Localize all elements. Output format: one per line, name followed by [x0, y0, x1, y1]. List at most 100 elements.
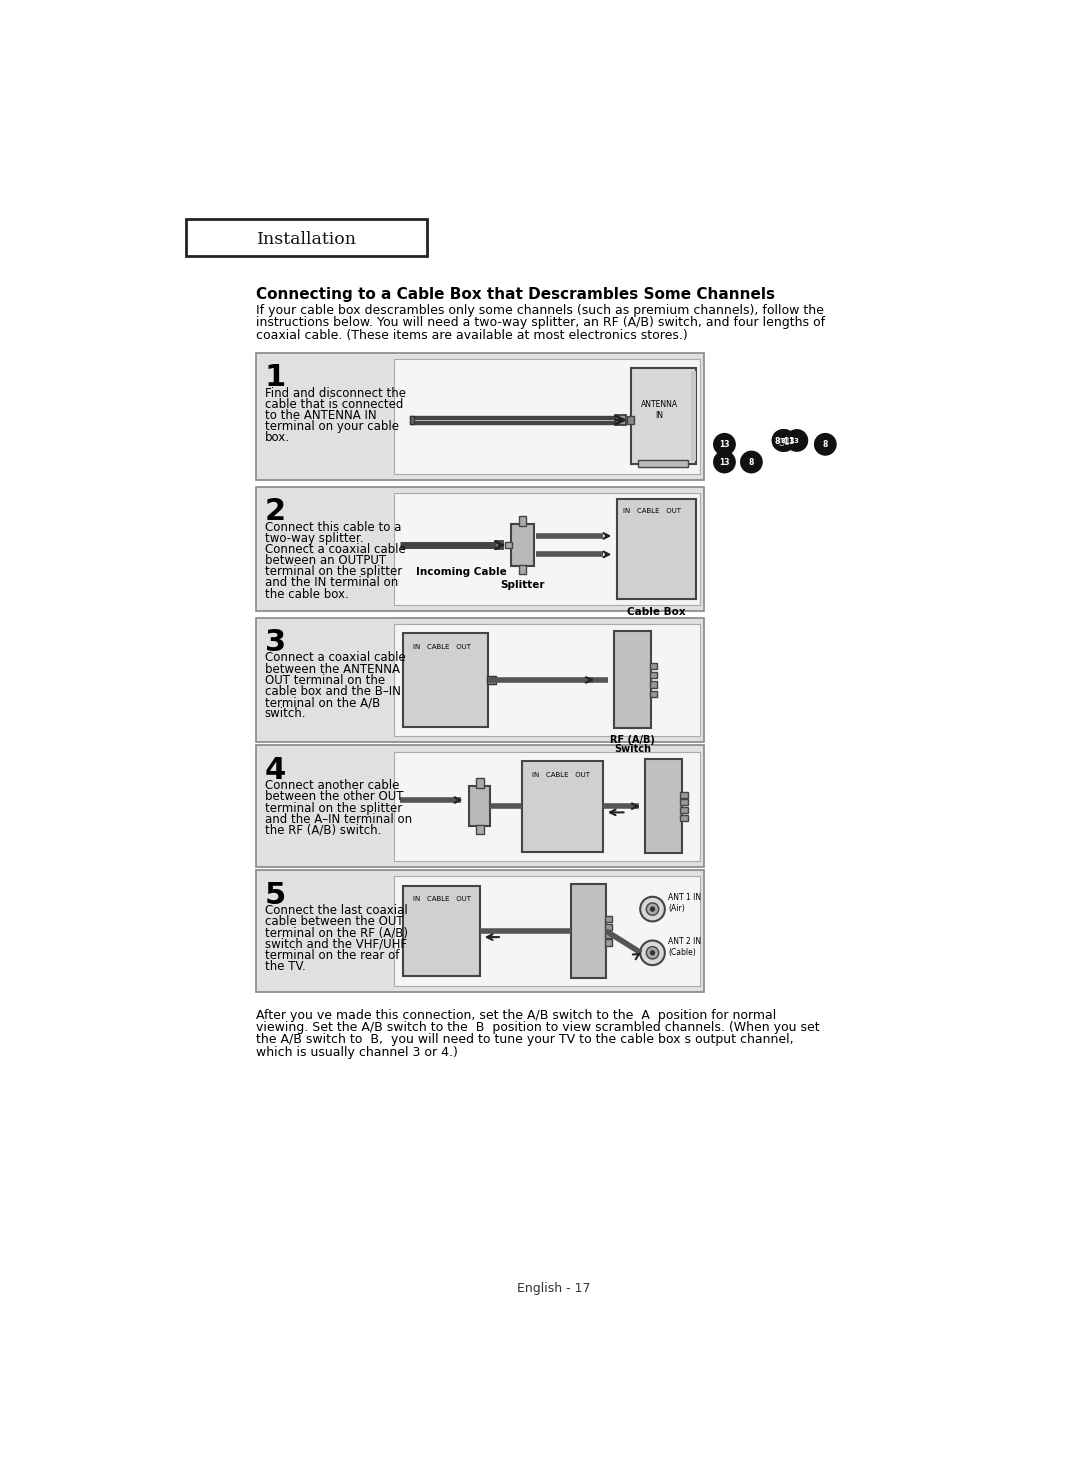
Text: the RF (A/B) switch.: the RF (A/B) switch.: [265, 824, 381, 837]
Bar: [186, 220, 428, 257]
Text: cable between the OUT: cable between the OUT: [265, 915, 403, 928]
Bar: [469, 787, 490, 827]
Bar: [403, 886, 481, 977]
Text: switch and the VHF/UHF: switch and the VHF/UHF: [265, 937, 407, 951]
Bar: [616, 415, 626, 425]
Text: cable that is connected: cable that is connected: [265, 397, 403, 410]
Bar: [680, 807, 688, 813]
Text: ANT 2 IN
(Cable): ANT 2 IN (Cable): [667, 937, 701, 956]
Bar: [631, 368, 696, 465]
Text: terminal on the RF (A/B): terminal on the RF (A/B): [265, 927, 408, 939]
Text: After you ve made this connection, set the A/B switch to the  A  position for no: After you ve made this connection, set t…: [256, 1008, 775, 1021]
Text: English - 17: English - 17: [516, 1283, 591, 1294]
Circle shape: [640, 940, 665, 965]
Circle shape: [741, 452, 761, 472]
Bar: [409, 416, 414, 424]
Text: box.: box.: [265, 431, 289, 444]
Bar: [256, 617, 704, 742]
Bar: [571, 884, 606, 979]
Bar: [256, 871, 704, 992]
Circle shape: [773, 431, 793, 450]
Bar: [605, 917, 612, 922]
Text: Connect a coaxial cable: Connect a coaxial cable: [265, 543, 405, 556]
Bar: [518, 565, 526, 574]
Bar: [691, 370, 696, 461]
Text: 13: 13: [719, 440, 730, 449]
Text: IN   CABLE   OUT: IN CABLE OUT: [623, 508, 681, 514]
Bar: [650, 691, 658, 697]
Bar: [605, 924, 612, 930]
Circle shape: [715, 434, 734, 455]
Text: 8: 8: [823, 440, 828, 449]
Text: Connect the last coaxial: Connect the last coaxial: [265, 903, 407, 917]
Text: switch.: switch.: [265, 707, 307, 720]
Bar: [394, 493, 700, 605]
Circle shape: [715, 452, 734, 472]
Circle shape: [646, 903, 659, 915]
Text: instructions below. You will need a two-way splitter, an RF (A/B) switch, and fo: instructions below. You will need a two-…: [256, 316, 825, 329]
Bar: [680, 791, 688, 797]
Text: which is usually channel 3 or 4.): which is usually channel 3 or 4.): [256, 1045, 458, 1058]
Text: 8⃽13: 8⃽13: [774, 435, 795, 444]
Text: and the IN terminal on: and the IN terminal on: [265, 576, 399, 589]
Bar: [523, 760, 604, 852]
Text: coaxial cable. (These items are available at most electronics stores.): coaxial cable. (These items are availabl…: [256, 329, 687, 342]
Bar: [680, 800, 688, 806]
Text: Connect a coaxial cable: Connect a coaxial cable: [265, 651, 405, 664]
Text: IN   CABLE   OUT: IN CABLE OUT: [531, 772, 590, 778]
Bar: [680, 815, 688, 821]
Bar: [618, 499, 696, 599]
Bar: [615, 632, 651, 729]
Text: terminal on the splitter: terminal on the splitter: [265, 565, 402, 579]
Text: viewing. Set the A/B switch to the  B  position to view scrambled channels. (Whe: viewing. Set the A/B switch to the B pos…: [256, 1021, 819, 1035]
Text: ANT 1 IN
(Air): ANT 1 IN (Air): [667, 893, 701, 914]
Circle shape: [640, 897, 665, 921]
Text: 8: 8: [748, 458, 754, 466]
Bar: [626, 416, 634, 424]
Text: Splitter: Splitter: [500, 580, 544, 590]
Bar: [605, 931, 612, 937]
Text: 13: 13: [719, 458, 730, 466]
Bar: [504, 542, 513, 548]
Text: OUT terminal on the: OUT terminal on the: [265, 673, 384, 686]
Bar: [650, 672, 658, 679]
Bar: [256, 487, 704, 611]
Text: terminal on the splitter: terminal on the splitter: [265, 801, 402, 815]
Text: two-way splitter.: two-way splitter.: [265, 531, 363, 545]
Bar: [605, 939, 612, 946]
Text: Connecting to a Cable Box that Descrambles Some Channels: Connecting to a Cable Box that Descrambl…: [256, 288, 774, 303]
Text: the TV.: the TV.: [265, 959, 306, 973]
Bar: [486, 676, 496, 683]
Text: terminal on your cable: terminal on your cable: [265, 421, 399, 432]
Circle shape: [650, 906, 654, 911]
Circle shape: [787, 431, 807, 450]
Circle shape: [650, 951, 654, 955]
Bar: [256, 745, 704, 866]
Text: the cable box.: the cable box.: [265, 587, 349, 601]
Circle shape: [815, 434, 835, 455]
Text: between the other OUT: between the other OUT: [265, 791, 403, 803]
Bar: [511, 524, 534, 567]
Text: RF (A/B): RF (A/B): [610, 735, 656, 744]
Text: Find and disconnect the: Find and disconnect the: [265, 387, 406, 400]
Bar: [650, 663, 658, 669]
Text: and the A–IN terminal on: and the A–IN terminal on: [265, 813, 411, 825]
Text: between an OUTPUT: between an OUTPUT: [265, 554, 386, 567]
Text: cable box and the B–IN: cable box and the B–IN: [265, 685, 401, 698]
Text: 8⃽13: 8⃽13: [781, 437, 799, 444]
Bar: [495, 542, 502, 549]
Text: IN   CABLE   OUT: IN CABLE OUT: [413, 644, 471, 649]
Bar: [403, 633, 488, 726]
Bar: [394, 751, 700, 861]
Bar: [518, 517, 526, 525]
Text: 3: 3: [265, 629, 286, 657]
Text: Cable Box: Cable Box: [627, 607, 686, 617]
Text: 4: 4: [265, 756, 286, 785]
Text: 5: 5: [265, 881, 286, 909]
Bar: [476, 778, 484, 788]
Text: between the ANTENNA: between the ANTENNA: [265, 663, 400, 676]
Text: terminal on the rear of: terminal on the rear of: [265, 949, 400, 962]
Text: 2: 2: [265, 497, 286, 527]
Bar: [650, 682, 658, 688]
Bar: [394, 359, 700, 474]
